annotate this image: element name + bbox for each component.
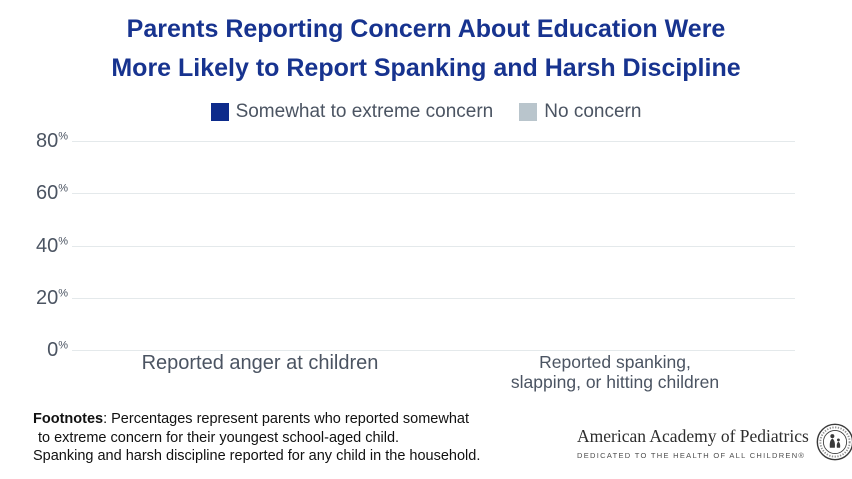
y-tick-value: 80 [35, 130, 59, 152]
legend-swatch-light-gray [519, 103, 538, 121]
footnotes-line1: Footnotes: Percentages represent parents… [33, 410, 480, 429]
footnotes-line1-text: : Percentages represent parents who repo… [103, 411, 470, 427]
chart-legend: Somewhat to extreme concern No concern [0, 99, 852, 125]
gridline-60 [72, 192, 795, 194]
y-tick-value: 0 [47, 339, 59, 361]
legend-swatch-dark-blue [210, 103, 229, 121]
y-axis-tick-80: 80% [26, 131, 72, 151]
aap-logo-name: American Academy of Pediatrics [577, 426, 809, 446]
x-axis-label-anger: Reported anger at children [75, 352, 445, 375]
x-axis-label-spanking: Reported spanking, slapping, or hitting … [465, 352, 765, 392]
y-axis-tick-0: 0% [26, 340, 72, 360]
y-tick-percent: % [58, 235, 68, 248]
aap-logo-tagline: DEDICATED TO THE HEALTH OF ALL CHILDREN® [577, 451, 806, 460]
aap-logo-text: American Academy of Pediatrics DEDICATED… [577, 426, 809, 460]
y-tick-percent: % [58, 287, 68, 300]
y-tick-value: 20 [35, 287, 59, 309]
footnotes-label: Footnotes [33, 411, 104, 427]
y-tick-percent: % [58, 130, 68, 143]
y-tick-value: 60 [35, 182, 59, 204]
footnotes: Footnotes: Percentages represent parents… [33, 410, 480, 466]
y-tick-value: 40 [35, 235, 59, 257]
chart-title-line2: More Likely to Report Spanking and Harsh… [111, 54, 741, 82]
aap-logo: American Academy of Pediatrics DEDICATED… [577, 423, 852, 461]
y-axis-tick-60: 60% [26, 183, 72, 203]
y-tick-percent: % [58, 339, 68, 352]
footnotes-line2: to extreme concern for their youngest sc… [38, 429, 400, 446]
footnotes-line3: Spanking and harsh discipline reported f… [33, 448, 481, 465]
grid-row-80: 80% [26, 131, 795, 151]
grid-row-40: 40% [26, 236, 795, 256]
x-axis-label-line: slapping, or hitting children [510, 372, 720, 392]
y-axis-tick-20: 20% [26, 288, 72, 308]
gridline-40 [72, 245, 795, 247]
grid-row-60: 60% [26, 183, 795, 203]
legend-item-somewhat-to-extreme-concern[interactable]: Somewhat to extreme concern [210, 101, 494, 123]
x-axis-label-line: Reported anger at children [141, 352, 379, 374]
legend-item-no-concern[interactable]: No concern [519, 101, 641, 123]
x-axis-label-line: Reported spanking, [539, 352, 691, 372]
grid-row-20: 20% [26, 288, 795, 308]
chart-title: Parents Reporting Concern About Educatio… [0, 10, 852, 88]
legend-label-somewhat-to-extreme-concern: Somewhat to extreme concern [235, 101, 494, 122]
gridline-20 [72, 297, 795, 299]
gridline-0 [72, 349, 795, 351]
y-tick-percent: % [58, 182, 68, 195]
aap-seal-icon [816, 423, 852, 461]
y-axis-tick-40: 40% [26, 236, 72, 256]
grid-row-0: 0% [26, 340, 795, 360]
legend-label-no-concern: No concern [544, 101, 642, 122]
chart-title-line1: Parents Reporting Concern About Educatio… [126, 15, 726, 43]
gridline-80 [72, 140, 795, 142]
